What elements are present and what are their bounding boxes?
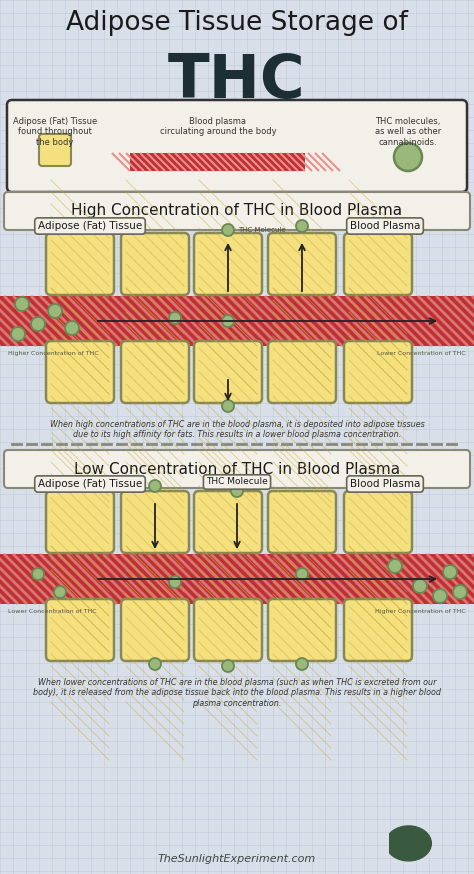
FancyBboxPatch shape — [39, 134, 71, 166]
Circle shape — [296, 658, 308, 670]
Circle shape — [296, 220, 308, 232]
Circle shape — [149, 480, 161, 492]
FancyBboxPatch shape — [344, 599, 412, 661]
Bar — [0, 554, 474, 604]
Text: Blood Plasma: Blood Plasma — [350, 479, 420, 489]
Text: Adipose Tissue Storage of: Adipose Tissue Storage of — [66, 10, 408, 36]
FancyBboxPatch shape — [194, 233, 262, 295]
FancyBboxPatch shape — [121, 233, 189, 295]
FancyBboxPatch shape — [46, 341, 114, 403]
Circle shape — [15, 297, 29, 311]
FancyBboxPatch shape — [344, 341, 412, 403]
FancyBboxPatch shape — [4, 192, 470, 230]
FancyBboxPatch shape — [344, 233, 412, 295]
Text: When high concentrations of THC are in the blood plasma, it is deposited into ad: When high concentrations of THC are in t… — [50, 420, 424, 440]
Circle shape — [231, 485, 243, 497]
FancyBboxPatch shape — [344, 491, 412, 553]
Circle shape — [296, 568, 308, 580]
Text: Adipose (Fat) Tissue: Adipose (Fat) Tissue — [38, 479, 142, 489]
Circle shape — [32, 568, 44, 580]
Text: Blood Plasma: Blood Plasma — [350, 221, 420, 231]
Circle shape — [48, 304, 62, 318]
Text: TheSunlightExperiment.com: TheSunlightExperiment.com — [158, 854, 316, 864]
FancyBboxPatch shape — [121, 599, 189, 661]
FancyBboxPatch shape — [268, 341, 336, 403]
Circle shape — [386, 826, 431, 861]
Circle shape — [222, 315, 234, 327]
Circle shape — [149, 658, 161, 670]
Circle shape — [453, 585, 467, 599]
Circle shape — [169, 576, 181, 588]
Text: Higher Concentration of THC: Higher Concentration of THC — [375, 609, 466, 614]
Text: Lower Concentration of THC: Lower Concentration of THC — [377, 351, 466, 356]
FancyBboxPatch shape — [121, 491, 189, 553]
Circle shape — [433, 589, 447, 603]
Circle shape — [31, 317, 45, 331]
Text: Adipose (Fat) Tissue
found throughout
the body: Adipose (Fat) Tissue found throughout th… — [13, 117, 97, 147]
Text: High Concentration of THC in Blood Plasma: High Concentration of THC in Blood Plasm… — [72, 204, 402, 218]
Circle shape — [413, 579, 427, 593]
FancyBboxPatch shape — [268, 599, 336, 661]
Text: THC Molecule: THC Molecule — [206, 477, 268, 487]
Circle shape — [65, 321, 79, 335]
FancyBboxPatch shape — [268, 491, 336, 553]
Text: THC: THC — [168, 52, 306, 111]
Text: THC molecules,
as well as other
cannabinoids.: THC molecules, as well as other cannabin… — [375, 117, 441, 147]
FancyBboxPatch shape — [46, 599, 114, 661]
FancyBboxPatch shape — [121, 341, 189, 403]
Circle shape — [11, 327, 25, 341]
Circle shape — [54, 586, 66, 598]
FancyBboxPatch shape — [194, 599, 262, 661]
Circle shape — [443, 565, 457, 579]
Circle shape — [222, 224, 234, 236]
FancyBboxPatch shape — [268, 233, 336, 295]
FancyBboxPatch shape — [194, 341, 262, 403]
FancyBboxPatch shape — [4, 450, 470, 488]
FancyBboxPatch shape — [46, 233, 114, 295]
FancyBboxPatch shape — [194, 491, 262, 553]
Text: Blood plasma
circulating around the body: Blood plasma circulating around the body — [160, 117, 276, 136]
Text: Low Concentration of THC in Blood Plasma: Low Concentration of THC in Blood Plasma — [74, 461, 400, 476]
Circle shape — [222, 400, 234, 412]
Bar — [130, 153, 305, 171]
Text: When lower concentrations of THC are in the blood plasma (such as when THC is ex: When lower concentrations of THC are in … — [33, 678, 441, 708]
FancyBboxPatch shape — [7, 100, 467, 192]
Text: Lower Concentration of THC: Lower Concentration of THC — [8, 609, 97, 614]
FancyBboxPatch shape — [46, 491, 114, 553]
Circle shape — [394, 143, 422, 171]
Text: THC Molecule: THC Molecule — [238, 227, 286, 233]
Text: Higher Concentration of THC: Higher Concentration of THC — [8, 351, 99, 356]
Circle shape — [388, 559, 402, 573]
Text: Adipose (Fat) Tissue: Adipose (Fat) Tissue — [38, 221, 142, 231]
Circle shape — [222, 660, 234, 672]
Bar — [0, 296, 474, 346]
Circle shape — [169, 312, 181, 324]
